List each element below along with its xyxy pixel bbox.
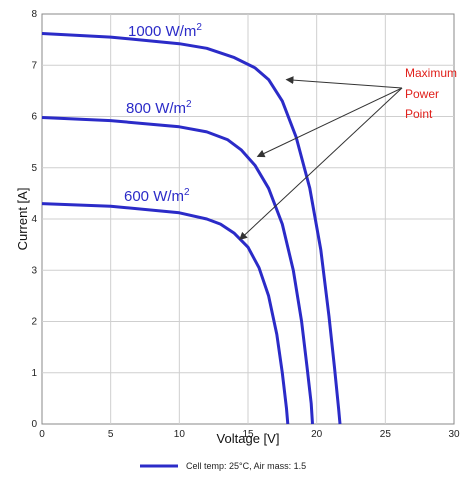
grid-lines (42, 14, 454, 424)
max-power-point-annotation: Maximum Power Point (239, 66, 457, 241)
x-tick-label: 20 (311, 429, 323, 440)
annotation-arrow (239, 87, 403, 241)
y-axis-title: Current [A] (15, 188, 30, 251)
annotation-arrow (285, 76, 403, 89)
x-axis-title: Voltage [V] (217, 431, 280, 446)
series-line (41, 32, 342, 425)
y-axis-ticks: 0 1 2 3 4 5 6 7 8 (31, 9, 37, 430)
series-line (41, 116, 314, 425)
y-tick-label: 1 (31, 368, 37, 379)
y-tick-label: 2 (31, 317, 37, 328)
series-label: 600 W/m2 (124, 187, 190, 205)
annotation-text: Point (405, 107, 433, 121)
legend: Cell temp: 25°C, Air mass: 1.5 (140, 461, 306, 471)
x-tick-label: 5 (108, 429, 114, 440)
annotation-text: Maximum (405, 66, 457, 80)
x-tick-label: 15 (242, 429, 254, 440)
y-tick-label: 0 (31, 419, 37, 430)
x-tick-label: 0 (39, 429, 45, 440)
annotation-text: Power (405, 87, 439, 101)
y-tick-label: 8 (31, 9, 37, 20)
x-axis-ticks: 0 5 10 15 20 25 30 (39, 429, 460, 440)
x-tick-label: 25 (380, 429, 392, 440)
annotation-arrow (256, 87, 403, 158)
y-tick-label: 7 (31, 60, 37, 71)
y-tick-label: 3 (31, 265, 37, 276)
x-tick-label: 10 (174, 429, 186, 440)
series-label: 800 W/m2 (126, 99, 192, 117)
legend-label: Cell temp: 25°C, Air mass: 1.5 (186, 461, 306, 471)
y-tick-label: 4 (31, 214, 37, 225)
x-tick-label: 30 (448, 429, 460, 440)
series-lines: 1000 W/m2 800 W/m2 600 W/m2 (41, 22, 342, 425)
series-line (41, 202, 290, 425)
series-label: 1000 W/m2 (128, 22, 202, 40)
y-tick-label: 5 (31, 163, 37, 174)
y-tick-label: 6 (31, 112, 37, 123)
